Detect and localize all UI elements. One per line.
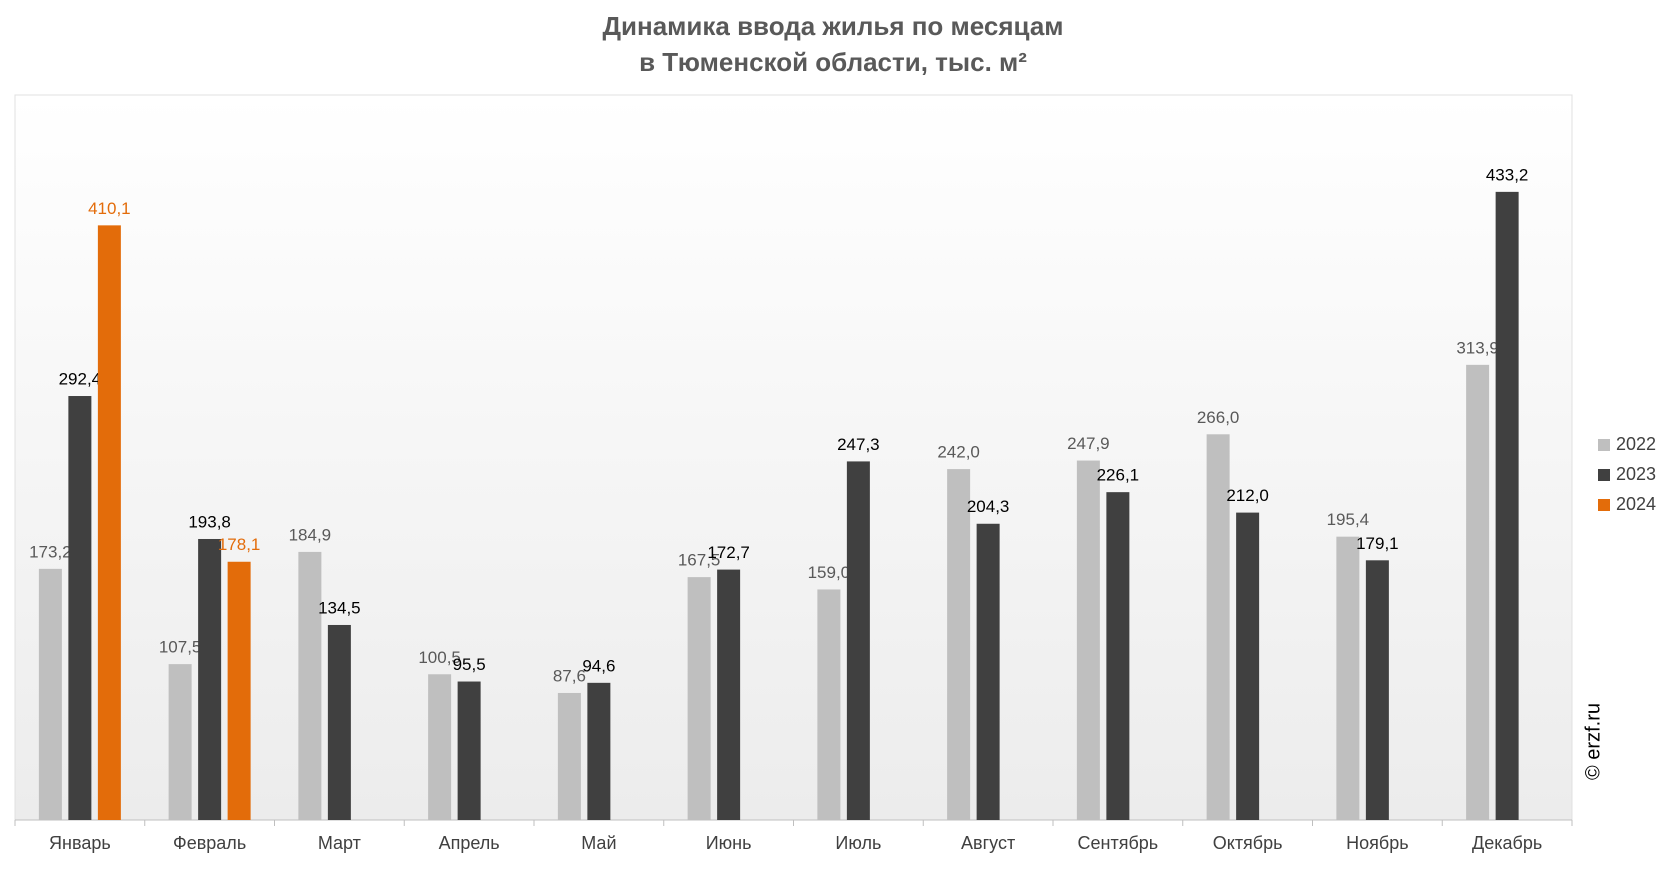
value-label: 226,1 — [1097, 466, 1140, 485]
value-label: 247,9 — [1067, 434, 1110, 453]
bar — [168, 664, 192, 820]
x-tick-label: Октябрь — [1213, 833, 1283, 853]
value-label: 266,0 — [1197, 408, 1240, 427]
bar — [587, 682, 611, 820]
value-label: 87,6 — [553, 666, 586, 685]
x-tick-label: Июнь — [706, 833, 752, 853]
bar — [327, 624, 351, 820]
value-label: 313,9 — [1456, 338, 1499, 357]
bar — [198, 538, 222, 820]
value-label: 167,5 — [678, 551, 721, 570]
plot-area — [14, 94, 1573, 821]
bar — [557, 692, 581, 820]
bar — [428, 674, 452, 820]
value-label: 134,5 — [318, 598, 361, 617]
value-label: 159,0 — [808, 563, 851, 582]
x-tick-label: Март — [318, 833, 361, 853]
bar — [846, 461, 870, 820]
legend-label: 2024 — [1616, 494, 1656, 514]
value-label: 178,1 — [218, 535, 261, 554]
bar — [1206, 434, 1230, 820]
value-label: 173,2 — [29, 542, 72, 561]
bar — [97, 225, 121, 821]
x-tick-label: Май — [581, 833, 616, 853]
bar — [227, 561, 251, 820]
x-tick-label: Февраль — [173, 833, 246, 853]
bar — [687, 577, 711, 820]
legend-label: 2022 — [1616, 434, 1656, 454]
value-label: 184,9 — [289, 525, 332, 544]
value-label: 195,4 — [1327, 510, 1370, 529]
watermark: © erzf.ru — [1582, 703, 1604, 780]
x-tick-label: Декабрь — [1472, 833, 1542, 853]
value-label: 242,0 — [937, 443, 980, 462]
value-label: 292,4 — [59, 370, 102, 389]
legend-label: 2023 — [1616, 464, 1656, 484]
bar — [976, 523, 1000, 820]
value-label: 100,5 — [418, 648, 461, 667]
x-tick-label: Сентябрь — [1078, 833, 1159, 853]
x-tick-label: Январь — [49, 833, 111, 853]
bar — [298, 551, 322, 820]
legend-swatch — [1598, 499, 1610, 511]
bar — [1336, 536, 1360, 820]
chart-title: Динамика ввода жилья по месяцам — [602, 11, 1063, 41]
value-label: 433,2 — [1486, 165, 1529, 184]
bar — [68, 396, 92, 820]
bar — [38, 568, 62, 820]
bar — [1495, 191, 1519, 821]
legend-swatch — [1598, 439, 1610, 451]
bar — [1466, 364, 1490, 820]
bar — [717, 569, 741, 820]
value-label: 247,3 — [837, 435, 880, 454]
value-label: 204,3 — [967, 497, 1010, 516]
legend-swatch — [1598, 469, 1610, 481]
value-label: 107,5 — [159, 638, 202, 657]
value-label: 179,1 — [1356, 534, 1399, 553]
x-tick-label: Ноябрь — [1346, 833, 1408, 853]
value-label: 193,8 — [188, 512, 231, 531]
x-tick-label: Август — [961, 833, 1015, 853]
bar — [947, 469, 971, 820]
bar — [1236, 512, 1260, 820]
value-label: 95,5 — [453, 655, 486, 674]
value-label: 410,1 — [88, 199, 131, 218]
x-tick-label: Апрель — [439, 833, 500, 853]
x-tick-label: Июль — [835, 833, 881, 853]
chart-subtitle: в Тюменской области, тыс. м² — [639, 47, 1027, 77]
bar — [457, 681, 481, 820]
bar — [1106, 492, 1130, 820]
bar — [1365, 560, 1389, 820]
value-label: 212,0 — [1226, 486, 1269, 505]
value-label: 172,7 — [707, 543, 750, 562]
bar — [817, 589, 841, 820]
bar — [1076, 460, 1100, 820]
value-label: 94,6 — [582, 656, 615, 675]
